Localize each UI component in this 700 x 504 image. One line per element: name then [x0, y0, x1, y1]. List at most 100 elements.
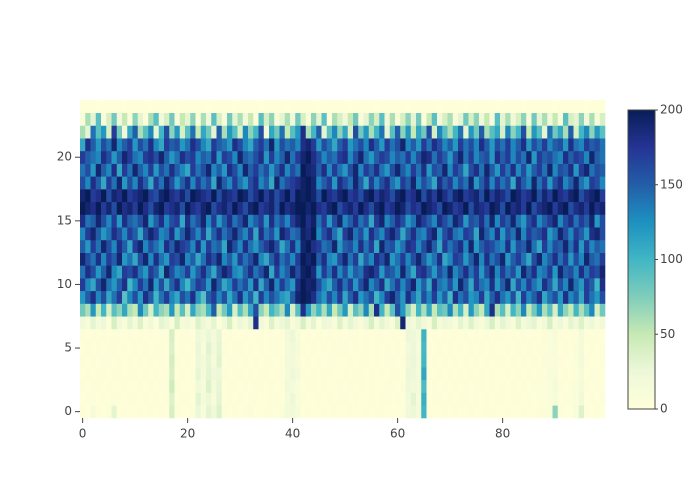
heatmap-cell	[437, 303, 443, 317]
heatmap-cell	[379, 265, 385, 279]
heatmap-cell	[106, 214, 112, 228]
heatmap-cell	[116, 316, 123, 330]
heatmap-cell	[101, 189, 107, 203]
heatmap-cell	[326, 176, 333, 190]
heatmap-cell	[431, 201, 438, 215]
heatmap-cell	[269, 189, 275, 203]
heatmap-cell	[295, 150, 301, 164]
heatmap-cell	[405, 405, 412, 419]
heatmap-cell	[85, 367, 91, 381]
heatmap-cell	[232, 112, 238, 126]
heatmap-cell	[552, 265, 559, 279]
heatmap-cell	[447, 150, 454, 164]
heatmap-cell	[248, 227, 254, 241]
heatmap-cell	[494, 367, 501, 381]
heatmap-cell	[132, 303, 139, 317]
heatmap-cell	[274, 392, 280, 406]
heatmap-cell	[116, 214, 123, 228]
heatmap-cell	[221, 405, 228, 419]
heatmap-cell	[90, 278, 97, 292]
heatmap-cell	[221, 189, 228, 203]
heatmap-cell	[484, 303, 490, 317]
heatmap-cell	[90, 303, 97, 317]
heatmap-cell	[347, 252, 354, 266]
heatmap-cell	[248, 214, 254, 228]
heatmap-cell	[358, 278, 364, 292]
heatmap-cell	[326, 341, 333, 355]
heatmap-cell	[568, 392, 574, 406]
heatmap-cell	[311, 290, 317, 304]
heatmap-cell	[200, 278, 207, 292]
heatmap-cell	[458, 112, 464, 126]
heatmap-cell	[143, 392, 149, 406]
heatmap-cell	[127, 163, 133, 177]
heatmap-cell	[452, 189, 459, 203]
heatmap-cell	[589, 239, 595, 253]
heatmap-cell	[316, 112, 322, 126]
heatmap-cell	[242, 265, 249, 279]
heatmap-cell	[227, 354, 233, 368]
heatmap-cell	[479, 189, 485, 203]
heatmap-cell	[274, 125, 280, 139]
heatmap-cell	[95, 150, 102, 164]
heatmap-cell	[237, 176, 244, 190]
heatmap-cell	[421, 150, 427, 164]
heatmap-cell	[410, 163, 417, 177]
heatmap-cell	[437, 290, 443, 304]
heatmap-cell	[284, 227, 291, 241]
heatmap-cell	[106, 303, 112, 317]
heatmap-cell	[122, 354, 128, 368]
heatmap-cell	[190, 201, 196, 215]
heatmap-cell	[311, 278, 317, 292]
heatmap-cell	[269, 265, 275, 279]
heatmap-cell	[232, 189, 238, 203]
heatmap-cell	[599, 163, 606, 177]
heatmap-cell	[263, 379, 270, 393]
heatmap-cell	[179, 201, 186, 215]
heatmap-cell	[284, 367, 291, 381]
heatmap-cell	[174, 303, 181, 317]
heatmap-cell	[326, 316, 333, 330]
heatmap-cell	[174, 392, 181, 406]
heatmap-cell	[484, 189, 490, 203]
heatmap-cell	[494, 201, 501, 215]
heatmap-cell	[421, 189, 427, 203]
heatmap-cell	[337, 239, 343, 253]
heatmap-cell	[384, 227, 391, 241]
heatmap-cell	[242, 367, 249, 381]
heatmap-cell	[158, 367, 165, 381]
heatmap-cell	[447, 163, 454, 177]
heatmap-cell	[374, 354, 380, 368]
heatmap-cell	[547, 112, 553, 126]
heatmap-cell	[179, 176, 186, 190]
heatmap-cell	[458, 341, 464, 355]
heatmap-cell	[578, 290, 585, 304]
heatmap-cell	[116, 239, 123, 253]
heatmap-cell	[80, 392, 86, 406]
heatmap-cell	[405, 278, 412, 292]
heatmap-cell	[101, 239, 107, 253]
heatmap-cell	[111, 265, 118, 279]
heatmap-cell	[384, 354, 391, 368]
heatmap-cell	[463, 379, 469, 393]
heatmap-cell	[468, 379, 475, 393]
heatmap-cell	[395, 265, 401, 279]
heatmap-cell	[484, 405, 490, 419]
heatmap-cell	[153, 303, 160, 317]
heatmap-cell	[164, 367, 170, 381]
heatmap-cell	[526, 150, 532, 164]
heatmap-cell	[521, 341, 527, 355]
heatmap-cell	[253, 227, 259, 241]
heatmap-cell	[500, 252, 506, 266]
heatmap-cell	[479, 303, 485, 317]
heatmap-cell	[526, 316, 532, 330]
heatmap-cell	[153, 252, 160, 266]
heatmap-cell	[521, 278, 527, 292]
heatmap-cell	[599, 138, 606, 152]
heatmap-cell	[410, 341, 417, 355]
heatmap-cell	[111, 201, 118, 215]
heatmap-cell	[153, 278, 160, 292]
heatmap-cell	[300, 150, 307, 164]
heatmap-cell	[153, 290, 160, 304]
heatmap-cell	[426, 214, 433, 228]
